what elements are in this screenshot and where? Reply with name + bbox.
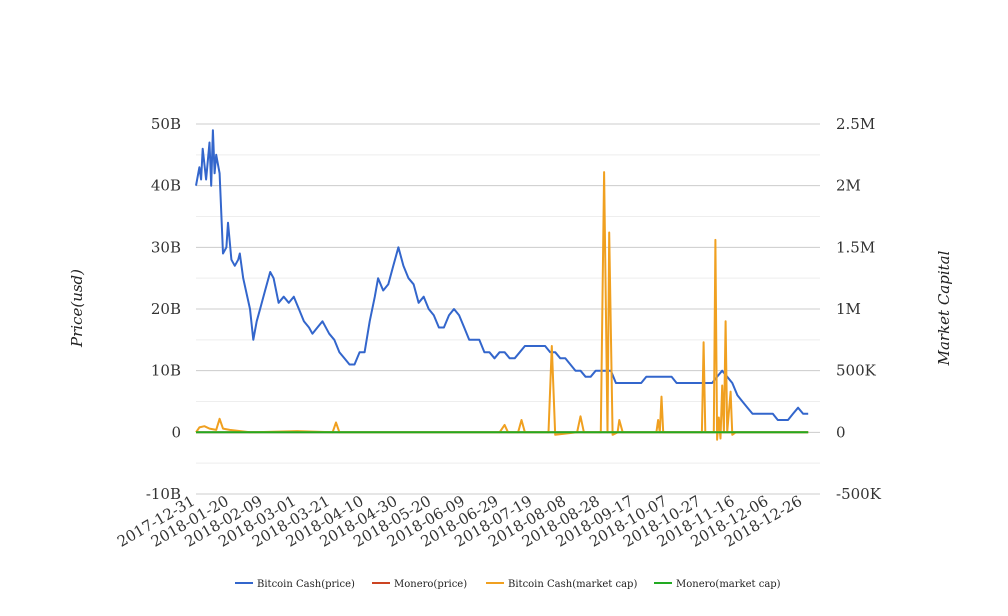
y-left-tick-labels: 50B 40B 30B 20B 10B 0 -10B [146, 115, 181, 503]
y-right-tick-label: -500K [836, 485, 882, 503]
legend-item: Monero(market cap) [654, 579, 781, 590]
y-right-tick-label: 0 [836, 423, 846, 441]
y-left-tick-label: 30B [151, 238, 181, 256]
y-right-tick-label: 1.5M [836, 238, 875, 256]
y-left-tick-label: 20B [151, 300, 181, 318]
y-left-axis-title: Price(usd) [68, 269, 86, 348]
legend-item: Bitcoin Cash(market cap) [486, 579, 637, 590]
y-left-tick-label: 50B [151, 115, 181, 133]
y-right-tick-label: 2.5M [836, 115, 875, 133]
legend-item: Bitcoin Cash(price) [235, 579, 355, 590]
legend: Bitcoin Cash(price) Monero(price) Bitcoin … [235, 579, 781, 590]
y-right-tick-label: 500K [836, 362, 877, 380]
legend-item: Monero(price) [372, 579, 467, 590]
y-left-tick-label: 0 [171, 423, 181, 441]
legend-label: Bitcoin Cash(market cap) [508, 579, 637, 590]
grid-lines [196, 123, 820, 495]
series-line-bitcoin-cash-price [195, 129, 809, 421]
y-right-tick-label: 2M [836, 177, 861, 195]
legend-label: Bitcoin Cash(price) [257, 579, 355, 590]
y-right-axis-title: Market Capital [935, 250, 953, 366]
y-left-tick-label: 10B [151, 362, 181, 380]
series-lines [195, 129, 809, 441]
legend-label: Monero(price) [394, 579, 467, 590]
y-left-tick-label: -10B [146, 485, 181, 503]
x-tick-labels: 2017-12-312018-01-202018-02-092018-03-01… [114, 492, 805, 551]
y-right-tick-labels: 2.5M 2M 1.5M 1M 500K 0 -500K [836, 115, 882, 503]
legend-label: Monero(market cap) [676, 579, 781, 590]
y-right-tick-label: 1M [836, 300, 861, 318]
y-left-tick-label: 40B [151, 177, 181, 195]
series-line-bitcoin-cash-market-cap [195, 171, 809, 441]
